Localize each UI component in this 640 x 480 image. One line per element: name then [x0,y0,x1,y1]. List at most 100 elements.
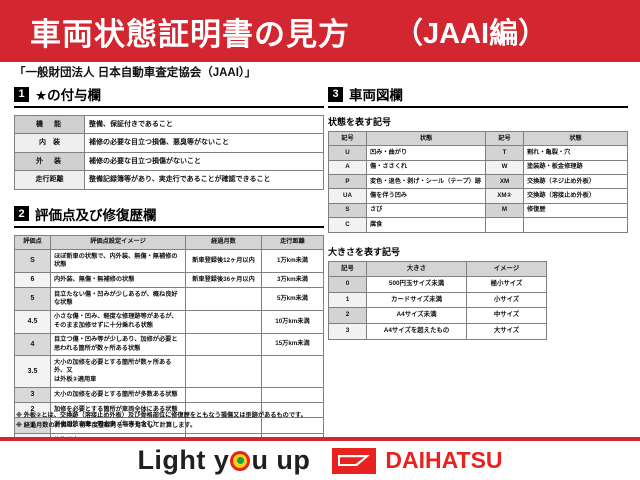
column-header-score: 評価点 [14,234,51,251]
column-header-symbol-left: 記号 [328,130,367,147]
symbol-cell: T [485,145,524,161]
page-title: 車両状態証明書の見方 [30,16,350,52]
symbol-cell-empty [485,217,524,233]
months-cell [185,332,262,357]
symbol-cell: UA [328,188,367,204]
state-desc-cell-empty [523,217,628,233]
size-desc-cell: カードサイズ未満 [366,291,467,309]
score-image-cell: 目立たない傷・凹みが少しあるが、概ね良好な状態 [50,287,186,311]
column-header-distance: 走行距離 [261,234,324,251]
size-symbol-cell: 2 [328,307,367,325]
symbol-cell: C [328,217,367,233]
table-row: 4 目立つ傷・凹み等が少しあり、加修が必要と 思われる箇所が数ヶ所ある状態 15… [14,332,324,357]
criteria-label: 機 能 [14,114,85,135]
section-1-title: ★の付与欄 [35,88,102,103]
size-desc-cell: 500円玉サイズ未満 [366,276,467,293]
size-image-cell: 小サイズ [466,291,547,309]
symbol-cell: XM [485,174,524,190]
left-column: 1 ★の付与欄 機 能 整備、保証付きであること 内 装 補修の必要な目立つ損傷… [14,84,324,450]
score-cell: 6 [14,271,51,289]
table-row: 走行距離 整備記録簿等があり、実走行であることが確認できること [14,170,324,190]
section-2-heading: 2 評価点及び修復歴欄 [14,204,324,228]
table-row: 3 大小の加修を必要とする箇所が多数ある状態 [14,386,324,403]
column-header-months: 経過月数 [185,234,262,251]
table-row: 1 消化用散布車・冠水車（塩害を含む） [14,417,324,434]
score-image-cell: 内外装、無傷・無補修の状態 [50,271,186,289]
table-row: 0 500円玉サイズ未満 極小サイズ [328,276,547,293]
section-1-heading: 1 ★の付与欄 [14,84,324,108]
table-row: P 変色・退色・剥げ・シール（テープ）跡 XM 交換跡（ネジ止め外板） [328,174,628,190]
table-row: S ほぼ新車の状態で、内外装、無傷・無補修の状態 新車登録後12ヶ月以内 1万k… [14,249,324,273]
section-3-title: 車両図欄 [349,88,403,103]
state-desc-cell: 腐食 [366,217,486,233]
daihatsu-logo-icon [332,447,377,474]
months-cell: 新車登録後36ヶ月以内 [185,271,262,289]
score-image-cell: 小さな傷・凹み、軽度な修理跡等があるが、 そのまま加修せずに十分乗れる状態 [50,309,186,334]
page-title-subtitle: （JAAI編） [394,18,548,50]
size-symbol-table: 記号 大きさ イメージ 0 500円玉サイズ未満 極小サイズ 1 カードサイズ未… [328,260,547,340]
criteria-label: 内 装 [14,133,85,153]
right-column: 3 車両図欄 状態を表す記号 記号 状態 記号 状態 U 凹み・曲がり T 割れ… [328,84,628,340]
footnote-line: ※ 外板②とは、交換跡（溶接止め外板）及び骨格部位に修復歴をともなう損傷又は歪跡… [16,412,307,419]
months-cell [185,287,262,311]
size-symbols-subheading: 大きさを表す記号 [328,246,401,257]
table-row: 1 カードサイズ未満 小サイズ [328,291,547,309]
table-row: C 腐食 [328,217,628,233]
header-bar: 車両状態証明書の見方 （JAAI編） [0,0,640,62]
months-cell [185,309,262,334]
section-1-number: 1 [14,86,29,102]
section-3-number: 3 [328,86,343,102]
distance-cell: 1万km未満 [261,249,324,273]
criteria-label: 走行距離 [14,170,85,190]
score-cell: 5 [14,287,51,311]
table-row: S さび M 修復歴 [328,202,628,219]
months-cell [185,386,262,403]
table-row: UA 傷を伴う凹み XM② 交換跡（溶接止め外板） [328,188,628,204]
size-desc-cell: A4サイズ未満 [366,307,467,325]
state-desc-cell: 割れ・亀裂・穴 [523,145,628,161]
footer: Light y u up DAIHATSU [0,441,640,480]
criteria-desc: 補修の必要な目立つ損傷がないこと [84,151,324,172]
column-header-size: 大きさ [366,260,467,278]
table-row: U 凹み・曲がり T 割れ・亀裂・穴 [328,145,628,161]
column-header-size-image: イメージ [466,260,547,278]
table-row: 5 目立たない傷・凹みが少しあるが、概ね良好な状態 5万km未満 [14,287,324,311]
section-2-number: 2 [14,206,29,222]
distance-cell: 3万km未満 [261,271,324,289]
score-cell: 4 [14,332,51,357]
state-desc-cell: 傷・ささくれ [366,159,486,176]
symbol-cell: M [485,202,524,219]
table-row: 6 内外装、無傷・無補修の状態 新車登録後36ヶ月以内 3万km未満 [14,271,324,289]
score-image-cell: 大小の加修を必要とする箇所が多数ある状態 [50,386,186,403]
table-row: 3 A4サイズを超えたもの 大サイズ [328,323,547,340]
column-header-state-right: 状態 [523,130,628,147]
colored-ring-icon [230,450,251,471]
state-desc-cell: 塗装跡・板金修理跡 [523,159,628,176]
score-cell: S [14,249,51,273]
symbol-cell: W [485,159,524,176]
state-symbol-table: 記号 状態 記号 状態 U 凹み・曲がり T 割れ・亀裂・穴 A 傷・ささくれ … [328,130,628,233]
score-image-cell: ほぼ新車の状態で、内外装、無傷・無補修の状態 [50,249,186,273]
distance-cell: 5万km未満 [261,287,324,311]
slogan-text-post: u up [251,445,311,475]
state-symbols-subheading: 状態を表す記号 [328,117,392,127]
state-desc-cell: 傷を伴う凹み [366,188,486,204]
size-desc-cell: A4サイズを超えたもの [366,323,467,340]
footnotes: ※ 外板②とは、交換跡（溶接止め外板）及び骨格部位に修復歴をともなう損傷又は歪跡… [16,411,336,430]
distance-cell: 10万km未満 [261,309,324,334]
table-row: 2 A4サイズ未満 中サイズ [328,307,547,325]
score-cell: 3.5 [14,355,51,388]
symbol-cell: U [328,145,367,161]
size-image-cell: 中サイズ [466,307,547,325]
score-cell: 3 [14,386,51,403]
score-image-cell: 目立つ傷・凹み等が少しあり、加修が必要と 思われる箇所が数ヶ所ある状態 [50,332,186,357]
table-header-row: 評価点 評価点設定イメージ 経過月数 走行距離 [14,234,324,251]
symbol-cell: A [328,159,367,176]
months-cell [185,355,262,388]
daihatsu-wordmark: DAIHATSU [385,447,503,473]
organization-line: 「一般財団法人 日本自動車査定協会（JAAI）」 [14,67,257,79]
footnote-line: ※ 経過月数の計算は、初年度登録月を一ヶ月として計算します。 [16,421,197,429]
daihatsu-emblem-svg [338,455,371,466]
column-header-state-left: 状態 [366,130,486,147]
